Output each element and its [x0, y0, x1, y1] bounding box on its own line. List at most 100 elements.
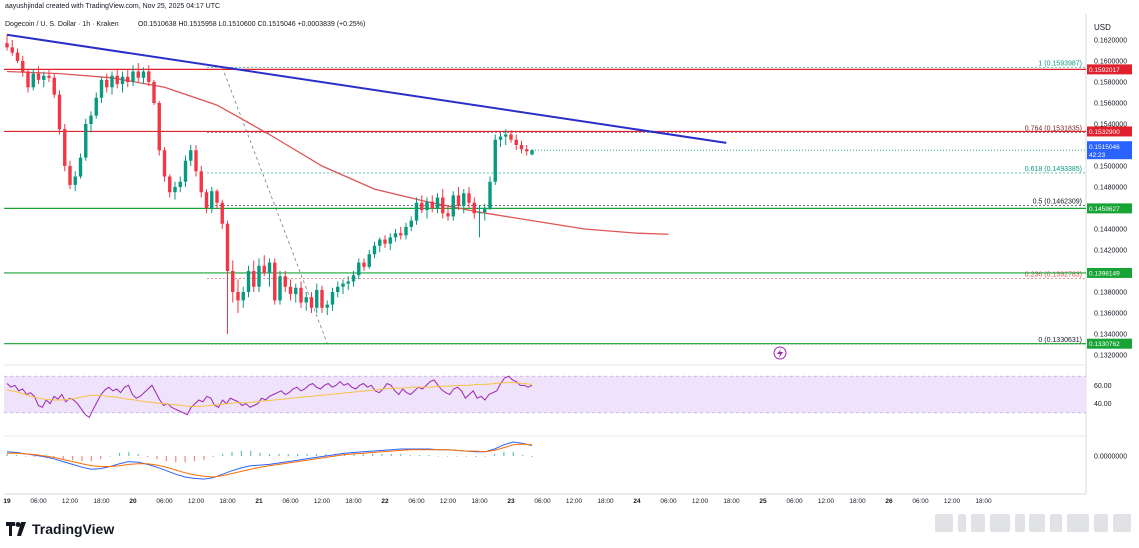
time-tick-label: 22: [381, 498, 389, 505]
candle-body: [483, 208, 487, 213]
macd-histogram-bar: [118, 452, 121, 456]
candle-body: [488, 181, 492, 208]
macd-histogram-bar: [390, 453, 392, 456]
resistance-upper-tag-label: 0.1592017: [1089, 67, 1120, 74]
symbol-title[interactable]: Dogecoin / U. S. Dollar · 1h · Kraken: [5, 21, 119, 28]
candle-body: [136, 71, 140, 78]
time-tick-label: 12:00: [692, 498, 709, 505]
candle-body: [451, 195, 455, 217]
candle-body: [383, 239, 387, 244]
support-middle-tag-label: 0.1398149: [1089, 270, 1120, 277]
macd-histogram-bar: [297, 453, 299, 456]
macd-histogram-bar: [90, 456, 92, 462]
candle-body: [294, 287, 298, 295]
macd-histogram-bar: [175, 456, 177, 463]
macd-histogram-bar: [475, 456, 477, 458]
rsi-signal-line: [6, 382, 533, 407]
moving-average-line: [6, 70, 669, 235]
time-tick-label: 06:00: [156, 498, 173, 505]
macd-histogram-bar: [62, 456, 64, 460]
candle-body: [42, 75, 46, 80]
candle-body: [456, 195, 461, 206]
time-tick-label: 06:00: [30, 498, 47, 505]
candle-body: [47, 75, 51, 78]
time-tick-label: 26: [885, 498, 893, 505]
time-tick-label: 25: [759, 498, 767, 505]
candle-body: [309, 297, 314, 308]
candle-body: [320, 289, 324, 308]
candle-body: [425, 201, 429, 211]
time-tick-label: 23: [507, 498, 515, 505]
candle-body: [31, 73, 35, 88]
macd-histogram-bar: [25, 456, 27, 457]
macd-histogram-bar: [203, 456, 205, 461]
time-tick-label: 18:00: [849, 498, 866, 505]
macd-histogram-bar: [109, 456, 111, 457]
macd-histogram-bar: [484, 456, 486, 457]
candle-body: [372, 245, 377, 255]
macd-histogram-bar: [372, 453, 374, 456]
time-tick-label: 12:00: [62, 498, 79, 505]
support-lower-tag-label: 0.1330762: [1089, 341, 1120, 348]
candle-body: [472, 202, 476, 214]
macd-histogram-bar: [353, 453, 355, 456]
macd-histogram-bar: [409, 454, 411, 456]
macd-histogram-bar: [156, 456, 158, 460]
macd-histogram-bar: [287, 453, 289, 456]
time-tick-label: 06:00: [282, 498, 299, 505]
candle-body: [15, 52, 20, 61]
macd-histogram-bar: [362, 453, 364, 456]
time-tick-label: 06:00: [912, 498, 929, 505]
resistance-upper-tag: [1087, 64, 1132, 75]
candle-body: [509, 134, 513, 140]
candle-body: [168, 176, 172, 193]
candle-body: [525, 149, 529, 152]
macd-histogram-bar: [278, 453, 280, 456]
candle-body: [283, 276, 287, 287]
time-tick-label: 19: [3, 498, 11, 505]
resistance-lower-tag: [1087, 126, 1132, 137]
time-tick-label: 18:00: [597, 498, 614, 505]
alert-bolt-icon: [777, 349, 783, 358]
macd-histogram-bar: [418, 454, 421, 456]
candle-body: [330, 292, 335, 305]
macd-histogram-bar: [268, 453, 271, 456]
time-tick-label: 12:00: [944, 498, 961, 505]
candle-body: [21, 61, 25, 72]
price-tick-label: 0.1380000: [1094, 290, 1127, 297]
candle-body: [351, 275, 356, 282]
macd-histogram-bar: [231, 451, 233, 456]
macd-histogram-bar: [165, 456, 167, 462]
price-tick-label: 0.1340000: [1094, 332, 1127, 339]
candle-body: [409, 220, 413, 227]
candle-body: [498, 136, 503, 140]
candle-body: [267, 262, 272, 274]
candle-body: [304, 297, 308, 303]
macd-histogram-bar: [15, 454, 17, 456]
macd-histogram-bar: [137, 453, 139, 456]
candle-body: [57, 94, 62, 130]
candle-body: [36, 73, 41, 80]
tradingview-logo: TradingView: [6, 521, 114, 537]
candle-body: [162, 150, 167, 177]
ohlc-readout: O0.1510638 H0.1515958 L0.1510600 C0.1515…: [138, 21, 366, 28]
candle-body: [89, 115, 93, 124]
alert-icon: [773, 346, 787, 360]
tradingview-wordmark: TradingView: [32, 521, 115, 537]
candle-body: [194, 150, 198, 172]
macd-histogram-bar: [128, 451, 130, 456]
macd-histogram-bar: [240, 450, 242, 456]
candle-body: [236, 292, 240, 301]
candle-body: [78, 157, 83, 177]
price-tick-label: 0.1360000: [1094, 311, 1127, 318]
candle-body: [367, 254, 371, 267]
fib-level-label: 0.764 (0.1531835): [1025, 126, 1082, 133]
time-tick-label: 12:00: [314, 498, 331, 505]
bar-countdown-label: 42:23: [1089, 152, 1106, 159]
macd-tick-label: 0.0000000: [1094, 454, 1127, 461]
candle-body: [52, 77, 56, 95]
currency-label: USD: [1094, 23, 1111, 32]
time-tick-label: 06:00: [534, 498, 551, 505]
macd-histogram-bar: [447, 456, 449, 457]
